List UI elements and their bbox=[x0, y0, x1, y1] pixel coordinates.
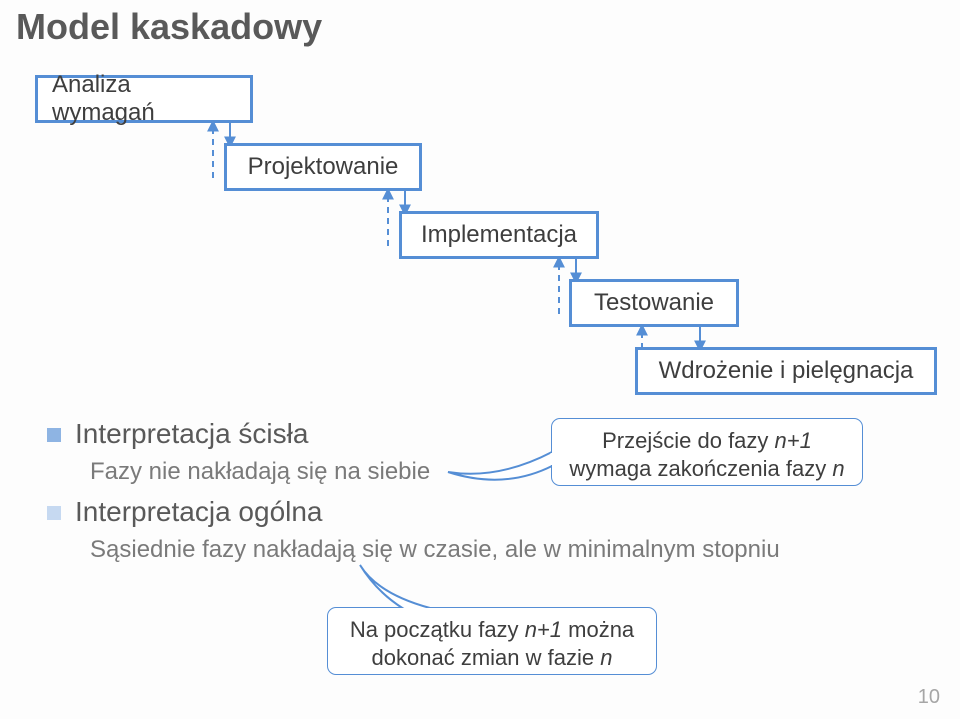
phase-testowanie: Testowanie bbox=[570, 280, 738, 326]
bullet-square-icon bbox=[47, 506, 61, 520]
bullet-interpretacja-scisla: Interpretacja ścisła bbox=[47, 418, 308, 450]
bullet-square-icon bbox=[47, 428, 61, 442]
bullet-title: Interpretacja ścisła bbox=[75, 418, 308, 450]
phase-projektowanie: Projektowanie bbox=[225, 144, 421, 190]
page-title: Model kaskadowy bbox=[16, 6, 322, 48]
bullet-sub: Sąsiednie fazy nakładają się w czasie, a… bbox=[90, 536, 780, 564]
slide-number: 10 bbox=[918, 686, 940, 709]
bullet-interpretacja-ogolna: Interpretacja ogólna bbox=[47, 496, 323, 528]
phase-implementacja: Implementacja bbox=[400, 212, 598, 258]
bullet-title: Interpretacja ogólna bbox=[75, 496, 323, 528]
callout-transition: Przejście do fazy n+1wymaga zakończenia … bbox=[552, 419, 862, 485]
bullet-sub: Fazy nie nakładają się na siebie bbox=[90, 458, 430, 486]
phase-analiza: Analiza wymagań bbox=[36, 76, 252, 122]
phase-wdrozenie: Wdrożenie i pielęgnacja bbox=[636, 348, 936, 394]
callout-overlap: Na początku fazy n+1 możnadokonać zmian … bbox=[328, 608, 656, 674]
